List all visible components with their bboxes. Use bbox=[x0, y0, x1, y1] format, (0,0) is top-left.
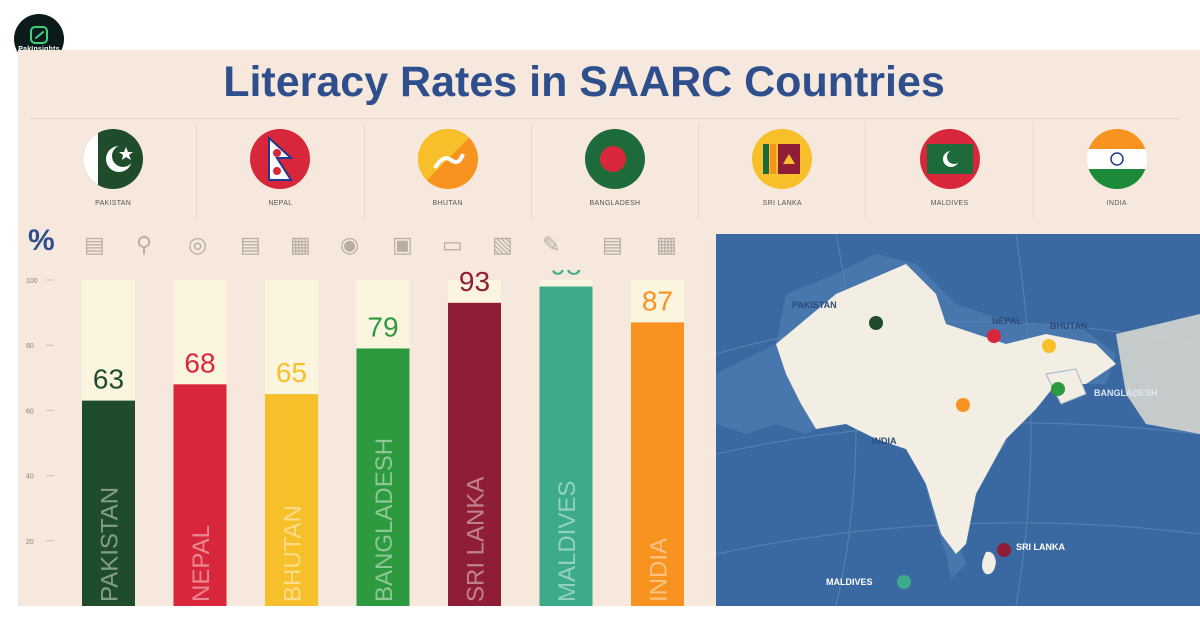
pakistan-flag-icon bbox=[83, 129, 144, 189]
bar-value-label: 93 bbox=[459, 270, 490, 297]
flag-cell-pakistan: PAKISTAN bbox=[30, 124, 198, 218]
flag-cell-india: INDIA bbox=[1034, 124, 1200, 218]
bangladesh-marker[interactable] bbox=[1051, 382, 1065, 396]
map-label-bhutan: BHUTAN bbox=[1050, 321, 1087, 331]
bar bbox=[173, 384, 227, 606]
book-icon: ▤ bbox=[84, 232, 105, 257]
map-label-nepal: NEPAL bbox=[992, 316, 1022, 326]
bar-value-label: 65 bbox=[276, 357, 307, 388]
percent-symbol: % bbox=[28, 224, 55, 257]
tablet-icon: ▭ bbox=[442, 232, 463, 257]
globe-icon: ◎ bbox=[188, 232, 208, 257]
flag-cell-bhutan: BHUTAN bbox=[365, 124, 532, 218]
flag-label: BANGLADESH bbox=[589, 200, 641, 207]
maldives-flag-icon bbox=[919, 129, 980, 189]
sri-lanka-flag-icon bbox=[752, 129, 813, 189]
map-label-maldives: MALDIVES bbox=[826, 577, 873, 587]
bar bbox=[265, 394, 318, 606]
flag-label: PAKISTAN bbox=[95, 200, 132, 207]
bar-value-label: 63 bbox=[93, 364, 124, 395]
logo-icon bbox=[30, 25, 48, 44]
title-divider bbox=[30, 118, 1180, 119]
bar-category-label: INDIA bbox=[646, 538, 673, 602]
bar-value-label: 79 bbox=[367, 311, 398, 342]
bar-category-label: BANGLADESH bbox=[371, 438, 398, 602]
map-label-pakistan: PAKISTAN bbox=[792, 300, 837, 310]
y-tick-label: 100 bbox=[26, 278, 38, 285]
pakistan-marker[interactable] bbox=[869, 316, 883, 330]
bar-category-label: MALDIVES bbox=[554, 481, 581, 602]
y-tick-label: 80 bbox=[26, 343, 34, 350]
flag-cell-bangladesh: BANGLADESH bbox=[532, 124, 700, 218]
bhutan-marker[interactable] bbox=[1042, 339, 1056, 353]
map-svg: PAKISTAN NEPAL BHUTAN BANGLADESH INDIA S… bbox=[716, 234, 1200, 606]
open-book-icon: ▧ bbox=[492, 232, 513, 257]
flag-label: BHUTAN bbox=[432, 200, 463, 207]
bar bbox=[82, 400, 135, 606]
bar-value-label: 87 bbox=[642, 285, 673, 316]
maldives-marker[interactable] bbox=[897, 575, 911, 589]
reader-icon: ▦ bbox=[656, 232, 677, 257]
bar bbox=[448, 302, 501, 606]
south-asia-map: PAKISTAN NEPAL BHUTAN BANGLADESH INDIA S… bbox=[716, 234, 1200, 606]
map-label-sri-lanka: SRI LANKA bbox=[1016, 542, 1065, 552]
flag-label: NEPAL bbox=[268, 200, 293, 207]
books-icon: ▦ bbox=[290, 232, 311, 257]
award-icon: ◉ bbox=[340, 232, 360, 257]
magnifier-icon: ⚲ bbox=[136, 232, 153, 257]
bar-value-label: 68 bbox=[184, 347, 215, 378]
bar-value-label: 98 bbox=[550, 270, 581, 281]
bar bbox=[356, 348, 410, 606]
flag-cell-nepal: NEPAL bbox=[197, 124, 365, 218]
bangladesh-flag-icon bbox=[584, 129, 645, 189]
bar-category-label: NEPAL bbox=[188, 525, 215, 602]
sri-lanka-marker[interactable] bbox=[997, 543, 1011, 557]
logo-text: PakInsights bbox=[18, 45, 60, 53]
monitor-icon: ▣ bbox=[392, 232, 413, 257]
flag-cell-maldives: MALDIVES bbox=[866, 124, 1034, 218]
y-tick-label: 40 bbox=[26, 474, 34, 481]
pencil-icon: ✎ bbox=[542, 232, 561, 257]
flag-cell-sri-lanka: SRI LANKA bbox=[699, 124, 867, 218]
flag-row: PAKISTAN NEPAL BHUTAN BANGLADESH bbox=[30, 124, 1200, 218]
y-tick-label: 20 bbox=[26, 539, 34, 546]
bar bbox=[539, 286, 593, 606]
bar-category-label: PAKISTAN bbox=[97, 487, 124, 602]
map-label-bangladesh: BANGLADESH bbox=[1094, 388, 1158, 398]
flag-label: INDIA bbox=[1106, 200, 1127, 207]
india-marker[interactable] bbox=[956, 398, 970, 412]
india-flag-icon bbox=[1086, 129, 1147, 189]
nepal-flag-icon bbox=[250, 129, 311, 189]
bar bbox=[631, 322, 684, 606]
bhutan-flag-icon bbox=[417, 129, 478, 189]
bar-category-label: BHUTAN bbox=[280, 505, 307, 602]
nepal-marker[interactable] bbox=[987, 329, 1001, 343]
page-title: Literacy Rates in SAARC Countries bbox=[223, 58, 945, 106]
flag-label: SRI LANKA bbox=[762, 200, 802, 207]
education-icon-row: ▤ ⚲ ◎ ▤ ▦ ◉ ▣ ▭ ▧ ✎ ▤ ▦ bbox=[80, 232, 700, 262]
notebook-icon: ▤ bbox=[240, 232, 261, 257]
map-label-india: INDIA bbox=[872, 436, 897, 446]
flag-label: MALDIVES bbox=[930, 200, 969, 207]
stack-icon: ▤ bbox=[602, 232, 623, 257]
y-tick-label: 60 bbox=[26, 408, 34, 415]
literacy-bar-chart: 20 40 60 80 100 63 PAKISTAN 68 NEPAL 65 BHUTAN 79 BA… bbox=[26, 270, 684, 606]
bar-category-label: SRI LANKA bbox=[463, 477, 490, 602]
